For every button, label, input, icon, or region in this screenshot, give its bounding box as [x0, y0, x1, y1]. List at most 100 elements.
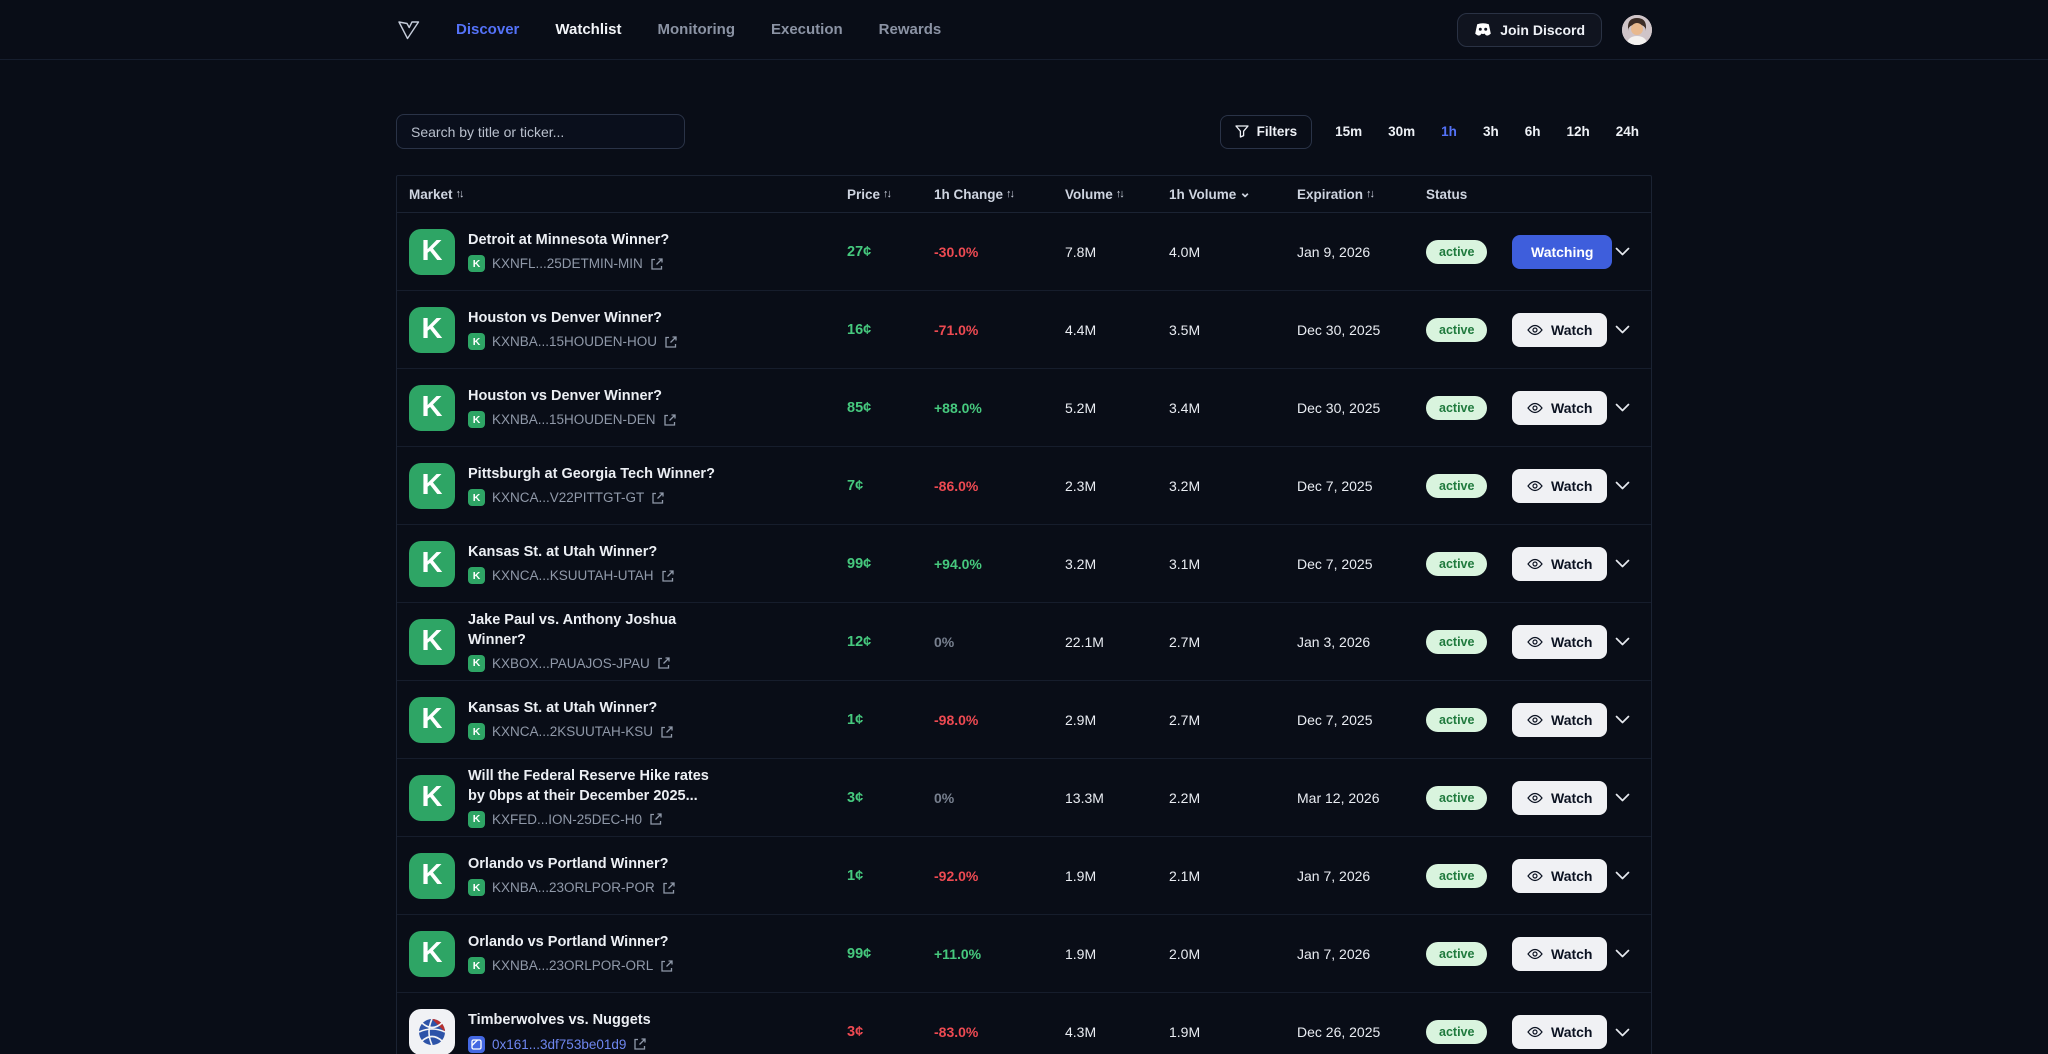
market-ticker-link[interactable]: K KXNCA...KSUUTAH-UTAH	[468, 567, 675, 585]
eye-icon	[1527, 324, 1543, 335]
expand-row-button[interactable]	[1604, 325, 1641, 334]
volume-value: 2.3M	[1065, 477, 1097, 494]
external-link-icon	[663, 881, 675, 894]
watch-button[interactable]: Watch	[1512, 936, 1608, 971]
filters-button[interactable]: Filters	[1219, 114, 1313, 149]
kalshi-badge-icon: K	[468, 489, 485, 507]
expand-row-button[interactable]	[1604, 247, 1641, 256]
ticker-text: KXNBA...23ORLPOR-ORL	[492, 958, 654, 974]
timeframe-button-30m[interactable]: 30m	[1375, 116, 1428, 147]
watch-button[interactable]: Watch	[1512, 468, 1608, 503]
column-header-1h-change[interactable]: 1h Change ↑↓	[934, 186, 1015, 202]
expiration-value: Dec 30, 2025	[1297, 321, 1381, 338]
watch-button[interactable]: Watch	[1512, 390, 1608, 425]
change-value: 0%	[934, 633, 955, 650]
external-link-icon	[665, 335, 677, 348]
market-title: Jake Paul vs. Anthony Joshua Winner?	[468, 612, 677, 648]
watch-button[interactable]: Watch	[1512, 780, 1608, 815]
price-value: 7¢	[847, 477, 864, 494]
market-ticker-link[interactable]: 0x161...3df753be01d9	[468, 1035, 651, 1053]
kalshi-badge-icon: K	[468, 723, 485, 741]
market-ticker-link[interactable]: K KXNFL...25DETMIN-MIN	[468, 255, 669, 273]
top-navigation: Discover Watchlist Monitoring Execution Rewa…	[0, 0, 2048, 60]
market-ticker-link[interactable]: K KXNBA...15HOUDEN-DEN	[468, 411, 677, 429]
watch-button[interactable]: Watch	[1512, 702, 1608, 737]
eye-icon	[1527, 792, 1543, 803]
watch-button-label: Watch	[1551, 1024, 1593, 1040]
expand-row-button[interactable]	[1604, 715, 1641, 724]
watch-button[interactable]: Watch	[1512, 546, 1608, 581]
nav-link-watchlist[interactable]: Watchlist	[555, 21, 622, 38]
user-avatar[interactable]	[1622, 14, 1652, 45]
market-ticker-link[interactable]: K KXNBA...23ORLPOR-POR	[468, 879, 676, 897]
join-discord-button[interactable]: Join Discord	[1457, 12, 1602, 47]
eye-icon	[1527, 1026, 1543, 1038]
nav-link-execution[interactable]: Execution	[770, 21, 843, 38]
timeframe-button-12h[interactable]: 12h	[1553, 116, 1602, 147]
change-value: -92.0%	[934, 867, 979, 884]
volume-1h-value: 2.7M	[1169, 711, 1201, 728]
market-ticker-link[interactable]: K KXNBA...15HOUDEN-HOU	[468, 333, 678, 351]
chevron-down-icon	[1615, 1028, 1630, 1036]
market-ticker-link[interactable]: K KXNCA...V22PITTGT-GT	[468, 489, 715, 507]
volume-value: 7.8M	[1065, 243, 1097, 260]
ticker-text: KXNBA...15HOUDEN-HOU	[492, 334, 658, 350]
search-input[interactable]	[396, 114, 685, 149]
status-badge: active	[1426, 1020, 1488, 1044]
timeframe-button-6h[interactable]: 6h	[1512, 116, 1554, 147]
expand-row-button[interactable]	[1604, 1028, 1641, 1037]
sort-icon: ↑↓	[883, 188, 892, 200]
brand-logo[interactable]	[396, 19, 422, 41]
column-header-1h-volume[interactable]: 1h Volume ⌄	[1169, 183, 1251, 202]
status-badge: active	[1426, 395, 1488, 420]
column-header-price[interactable]: Price ↑↓	[847, 186, 892, 202]
nav-link-discover[interactable]: Discover	[456, 21, 520, 38]
kalshi-badge-icon: K	[468, 654, 485, 672]
market-ticker-link[interactable]: K KXFED...ION-25DEC-H0	[468, 810, 718, 828]
external-link-icon	[634, 1038, 647, 1050]
watching-button[interactable]: Watching	[1512, 234, 1613, 269]
expand-row-button[interactable]	[1604, 481, 1641, 490]
ticker-text: KXNBA...15HOUDEN-DEN	[492, 412, 656, 428]
market-title: Orlando vs Portland Winner?	[468, 933, 669, 950]
watch-button[interactable]: Watch	[1512, 858, 1608, 893]
expand-row-button[interactable]	[1604, 403, 1641, 412]
expand-row-button[interactable]	[1604, 637, 1641, 646]
column-header-market[interactable]: Market ↑↓	[409, 186, 465, 202]
expiration-value: Jan 3, 2026	[1297, 633, 1371, 650]
watch-button[interactable]: Watch	[1512, 312, 1608, 347]
market-ticker-link[interactable]: K KXNBA...23ORLPOR-ORL	[468, 957, 674, 975]
volume-value: 3.2M	[1065, 555, 1097, 572]
eye-icon	[1527, 636, 1543, 647]
v-logo-icon	[398, 20, 420, 39]
external-link-icon	[663, 413, 676, 426]
timeframe-button-24h[interactable]: 24h	[1603, 116, 1652, 147]
timeframe-button-1h[interactable]: 1h	[1428, 116, 1470, 147]
market-ticker-link[interactable]: K KXBOX...PAUAJOS-JPAU	[468, 654, 718, 672]
nav-links: Discover Watchlist Monitoring Execution Rewa…	[456, 21, 941, 38]
expand-row-button[interactable]	[1604, 793, 1641, 802]
expand-row-button[interactable]	[1604, 559, 1641, 568]
chevron-down-icon	[1615, 403, 1630, 412]
join-discord-label: Join Discord	[1500, 21, 1585, 38]
timeframe-selector: 15m 30m 1h 3h 6h 12h 24h	[1322, 116, 1652, 147]
kalshi-market-icon: K	[409, 306, 455, 353]
expiration-value: Jan 7, 2026	[1297, 945, 1371, 962]
expand-row-button[interactable]	[1604, 871, 1641, 880]
nav-link-monitoring[interactable]: Monitoring	[657, 21, 735, 38]
volume-1h-value: 2.7M	[1169, 633, 1201, 650]
volume-1h-value: 3.2M	[1169, 477, 1201, 494]
column-header-expiration[interactable]: Expiration ↑↓	[1297, 186, 1375, 202]
nav-link-rewards[interactable]: Rewards	[878, 21, 942, 38]
watch-button[interactable]: Watch	[1512, 1015, 1608, 1049]
volume-1h-value: 4.0M	[1169, 243, 1201, 260]
watch-button[interactable]: Watch	[1512, 624, 1608, 659]
market-row: Timberwolves vs. Nuggets 0x161...3df753b…	[397, 993, 1651, 1054]
expiration-value: Dec 7, 2025	[1297, 555, 1373, 572]
timeframe-button-15m[interactable]: 15m	[1322, 116, 1375, 147]
column-header-volume[interactable]: Volume ↑↓	[1065, 186, 1125, 202]
market-ticker-link[interactable]: K KXNCA...2KSUUTAH-KSU	[468, 723, 674, 741]
market-title: Pittsburgh at Georgia Tech Winner?	[468, 465, 715, 482]
timeframe-button-3h[interactable]: 3h	[1470, 116, 1512, 147]
expand-row-button[interactable]	[1604, 949, 1641, 958]
